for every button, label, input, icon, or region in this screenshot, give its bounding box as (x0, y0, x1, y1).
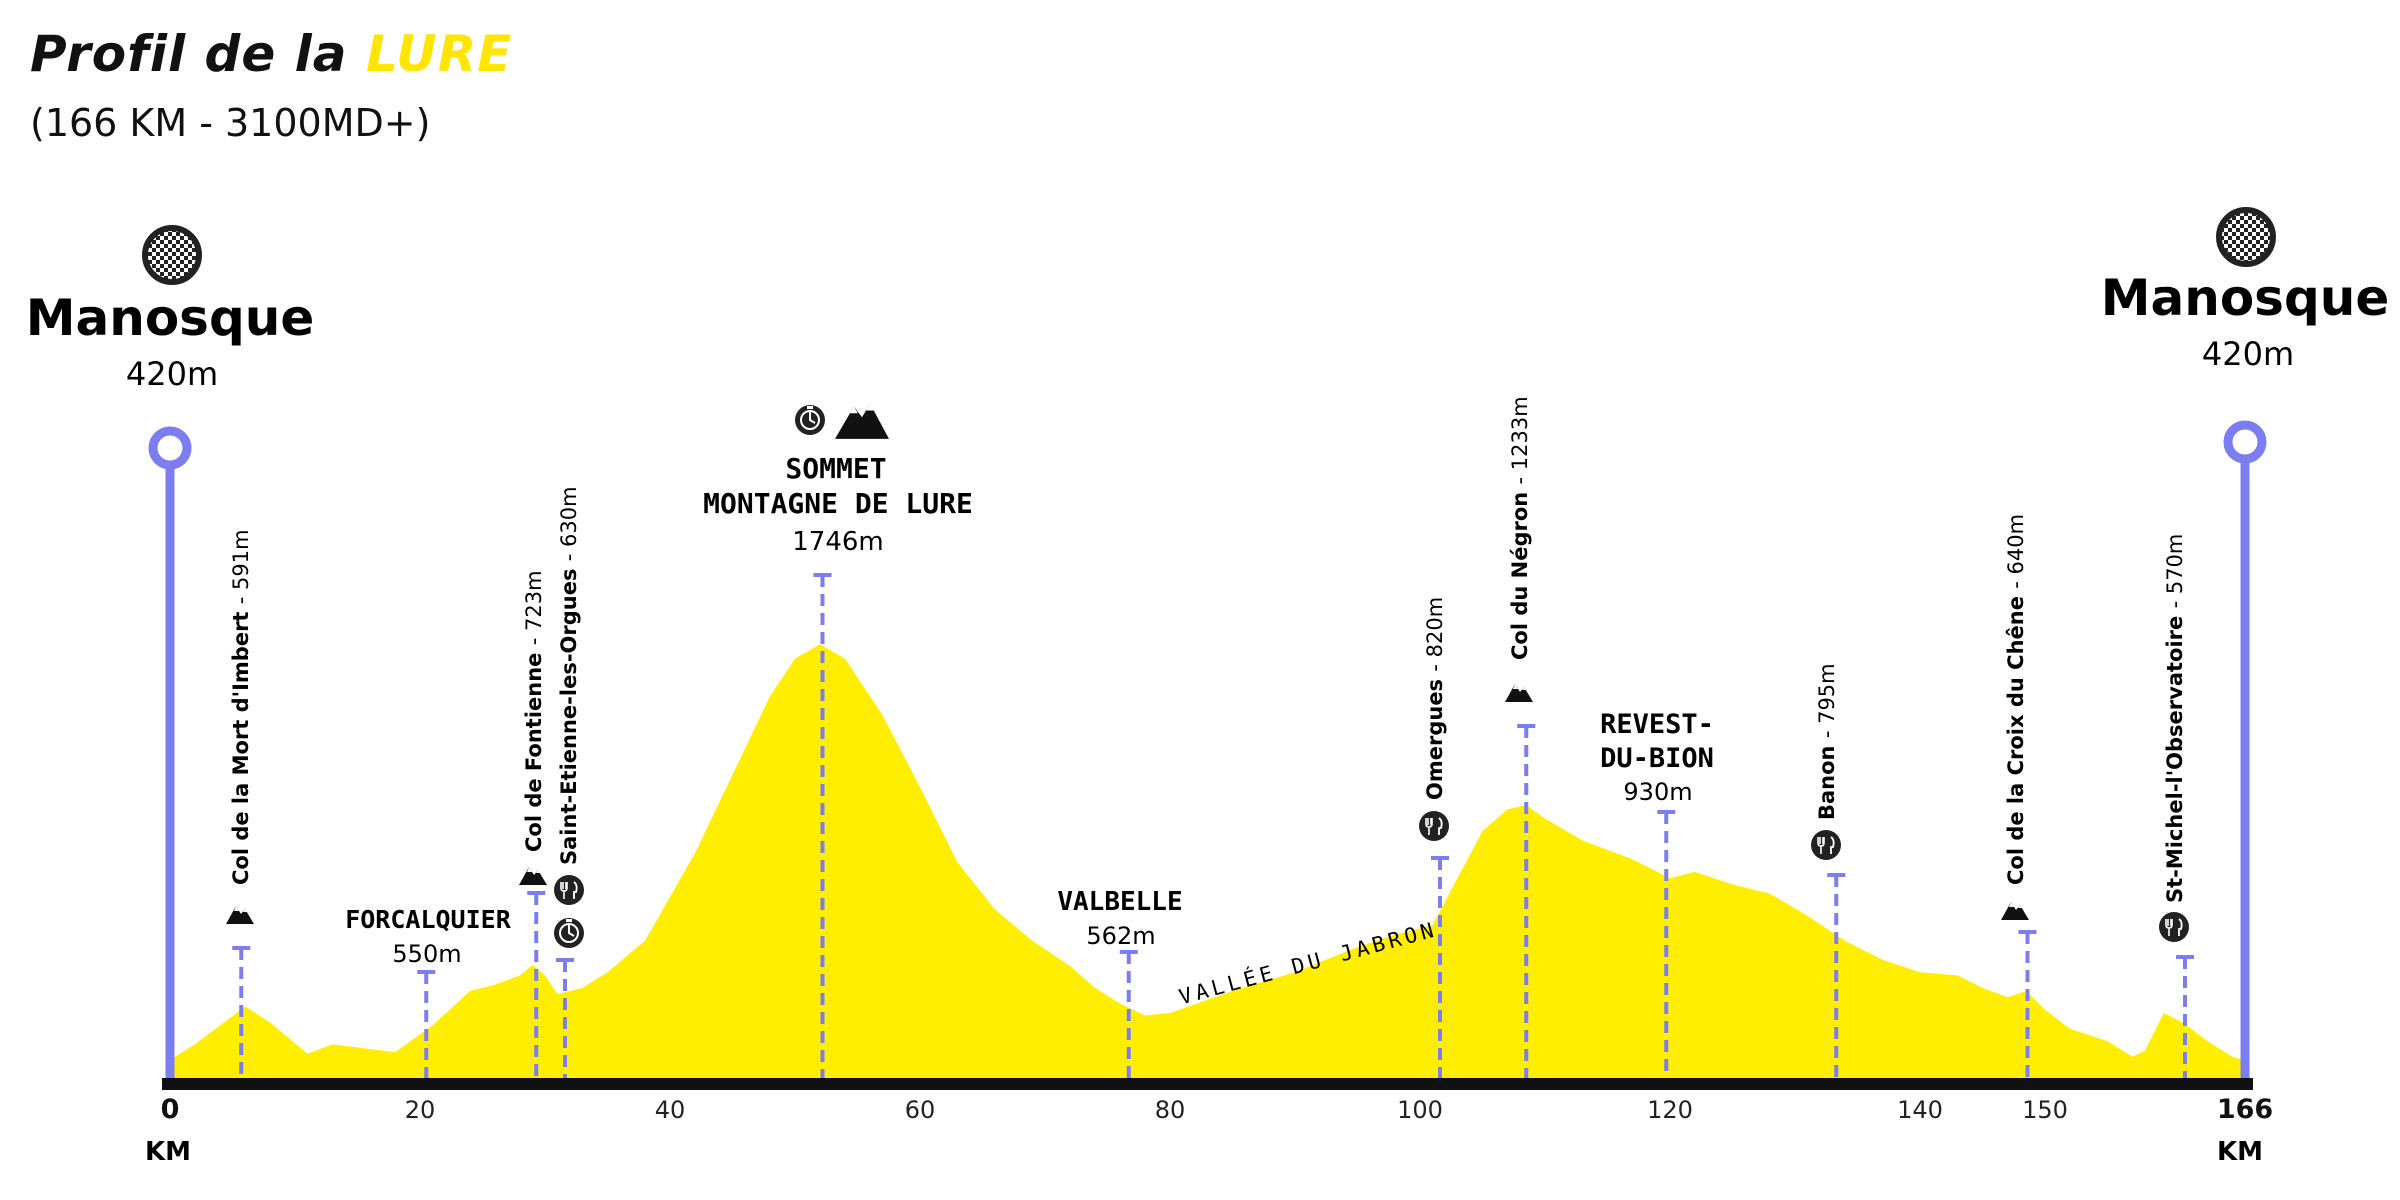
waypoint-pole (556, 958, 574, 1080)
st-etienne-label: Saint-Etienne-les-Orgues - 630m (557, 486, 581, 865)
waypoint-forcalquier: FORCALQUIER 550m (345, 905, 512, 968)
waypoint-pole (417, 970, 436, 1080)
forcalquier-elevation: 550m (392, 940, 461, 968)
mountain-peaks-icon (835, 403, 889, 439)
x-tick-label: 100 (1397, 1096, 1443, 1124)
waypoint-sommet-lure: SOMMET MONTAGNE DE LURE 1746m (703, 403, 973, 557)
timer-icon (553, 917, 585, 949)
x-tick-label: 140 (1897, 1096, 1943, 1124)
start-name: Manosque (26, 289, 315, 347)
food-stop-icon (1810, 829, 1842, 861)
banon-label: Banon - 795m (1815, 663, 1839, 820)
x-tick-label: 60 (905, 1096, 936, 1124)
col-negron-label: Col du Négron - 1233m (1508, 396, 1532, 660)
waypoint-pole (527, 891, 546, 1080)
sommet-elevation: 1746m (792, 527, 884, 557)
mountain-pass-icon (519, 867, 547, 885)
chart-title: Profil de la LURE (30, 25, 512, 83)
title-text: Profil de la (30, 25, 348, 83)
waypoint-pole (1517, 724, 1536, 1080)
waypoint-pole (1119, 950, 1138, 1080)
revest-label-line2: DU-BION (1600, 743, 1714, 774)
mountain-pass-icon (226, 906, 254, 924)
sommet-label-line2: MONTAGNE DE LURE (703, 487, 973, 520)
waypoint-pole (2176, 955, 2194, 1080)
waypoint-pole (813, 573, 832, 1080)
mountain-pass-icon (1505, 684, 1533, 702)
x-axis-baseline (162, 1078, 2253, 1090)
end-post (2223, 420, 2267, 1080)
mountain-pass-icon (2001, 902, 2029, 920)
end-waypoint: Manosque 420m (2101, 207, 2390, 373)
valbelle-elevation: 562m (1086, 922, 1155, 950)
end-elevation: 420m (2202, 335, 2294, 373)
waypoint-col-mort-imbert: Col de la Mort d'Imbert - 591m (226, 529, 254, 924)
revest-label-line1: REVEST- (1600, 709, 1714, 740)
x-tick-label: 166 (2217, 1094, 2273, 1125)
sommet-label-line1: SOMMET (785, 452, 886, 485)
elevation-profile-area (170, 644, 2245, 1080)
forcalquier-label: FORCALQUIER (345, 905, 512, 934)
waypoint-col-negron: Col du Négron - 1233m (1505, 396, 1533, 702)
x-axis-ticks: 0 20 40 60 80 100 120 140 150 166 (161, 1094, 2274, 1125)
x-tick-label: 120 (1647, 1096, 1693, 1124)
title-highlight: LURE (365, 25, 513, 83)
col-croix-chene-label: Col de la Croix du Chêne - 640m (2004, 514, 2028, 885)
col-mort-imbert-label: Col de la Mort d'Imbert - 591m (229, 529, 253, 885)
waypoint-pole (2018, 930, 2037, 1080)
omergues-label: Omergues - 820m (1423, 597, 1447, 800)
waypoint-revest-du-bion: REVEST- DU-BION 930m (1600, 709, 1714, 806)
waypoint-pole (1657, 810, 1676, 1080)
col-fontienne-label: Col de Fontienne - 723m (522, 570, 546, 852)
title-block: Profil de la LURE (166 KM - 3100MD+) (30, 25, 512, 145)
waypoint-markers (232, 573, 2194, 1080)
checkered-flag-icon (2216, 207, 2276, 267)
end-name: Manosque (2101, 269, 2390, 327)
food-stop-icon (1418, 810, 1450, 842)
start-post (148, 426, 192, 1080)
valbelle-label: VALBELLE (1057, 887, 1182, 917)
waypoint-st-michel: St-Michel-l'Observatoire - 570m (2158, 534, 2190, 943)
x-tick-label: 80 (1155, 1096, 1186, 1124)
food-stop-icon (2158, 911, 2190, 943)
st-michel-label: St-Michel-l'Observatoire - 570m (2163, 534, 2187, 903)
waypoint-banon: Banon - 795m (1810, 663, 1842, 861)
waypoint-pole (232, 946, 251, 1080)
waypoint-st-etienne: Saint-Etienne-les-Orgues - 630m (553, 486, 585, 949)
checkered-flag-icon (142, 225, 202, 285)
waypoint-valbelle: VALBELLE 562m (1057, 887, 1182, 950)
waypoint-col-croix-chene: Col de la Croix du Chêne - 640m (2001, 514, 2029, 920)
x-tick-label: 150 (2022, 1096, 2068, 1124)
x-axis-unit-left: KM (145, 1137, 191, 1167)
waypoint-omergues: Omergues - 820m (1418, 597, 1450, 842)
x-tick-label: 0 (161, 1094, 180, 1125)
chart-subtitle: (166 KM - 3100MD+) (30, 101, 431, 145)
x-tick-label: 40 (655, 1096, 686, 1124)
waypoint-pole (1431, 856, 1449, 1080)
food-stop-icon (553, 874, 585, 906)
start-elevation: 420m (126, 355, 218, 393)
x-axis-unit-right: KM (2217, 1137, 2263, 1167)
timer-icon (794, 404, 826, 436)
waypoint-col-fontienne: Col de Fontienne - 723m (519, 570, 547, 885)
revest-elevation: 930m (1623, 778, 1692, 806)
start-waypoint: Manosque 420m (26, 225, 315, 393)
x-tick-label: 20 (405, 1096, 436, 1124)
waypoint-pole (1827, 873, 1846, 1080)
